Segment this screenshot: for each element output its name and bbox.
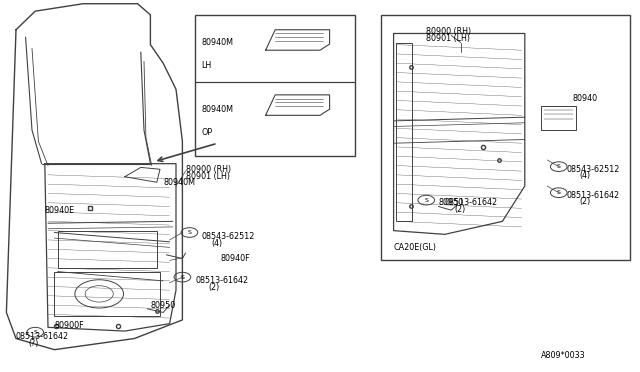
Text: A809*0033: A809*0033: [541, 351, 586, 360]
Text: 80950: 80950: [150, 301, 175, 310]
Text: 80940M: 80940M: [163, 178, 195, 187]
Text: 80940M: 80940M: [202, 38, 234, 47]
Text: 80940F: 80940F: [221, 254, 250, 263]
Text: 08543-62512: 08543-62512: [202, 232, 255, 241]
Text: 08513-61642: 08513-61642: [195, 276, 248, 285]
Text: S: S: [557, 190, 561, 195]
Text: (2): (2): [208, 283, 220, 292]
Text: 80940: 80940: [573, 94, 598, 103]
Text: 80940E: 80940E: [45, 206, 75, 215]
Text: (4): (4): [579, 171, 590, 180]
Bar: [396, 43, 412, 221]
Text: OP: OP: [202, 128, 212, 137]
Text: 80901 (LH): 80901 (LH): [186, 172, 230, 181]
Text: 08513-61642: 08513-61642: [16, 332, 69, 341]
Text: 08543-62512: 08543-62512: [566, 165, 620, 174]
Bar: [195, 15, 355, 156]
Text: 80901 (LH): 80901 (LH): [426, 34, 470, 43]
Text: S: S: [557, 164, 561, 169]
Text: 80900F: 80900F: [54, 321, 84, 330]
Text: S: S: [188, 230, 191, 235]
Text: LH: LH: [202, 61, 212, 70]
Bar: [58, 231, 157, 268]
Text: (4): (4): [211, 239, 222, 248]
Text: (2): (2): [454, 205, 466, 214]
Text: S: S: [33, 330, 37, 335]
Text: 80940M: 80940M: [202, 105, 234, 114]
Text: S: S: [424, 198, 428, 203]
Text: 80900 (RH): 80900 (RH): [186, 165, 231, 174]
Text: (2): (2): [579, 198, 591, 206]
Text: 80900 (RH): 80900 (RH): [426, 27, 471, 36]
Text: 08513-61642: 08513-61642: [566, 191, 620, 200]
Text: 08513-61642: 08513-61642: [445, 198, 498, 207]
Text: (?): (?): [29, 339, 39, 348]
Text: S: S: [180, 275, 184, 280]
Text: CA20E(GL): CA20E(GL): [394, 243, 436, 252]
Bar: [54, 272, 160, 316]
Text: 80950: 80950: [438, 198, 463, 207]
Bar: [381, 15, 630, 260]
